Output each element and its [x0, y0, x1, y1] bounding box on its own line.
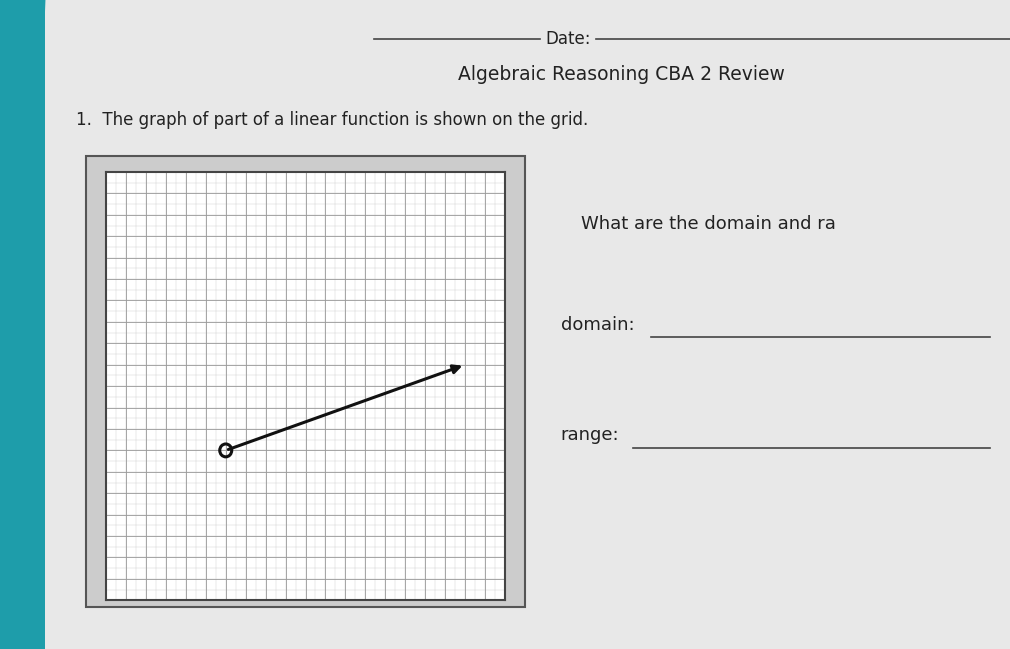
Text: Algebraic Reasoning CBA 2 Review: Algebraic Reasoning CBA 2 Review — [458, 65, 785, 84]
Text: What are the domain and ra: What are the domain and ra — [581, 215, 835, 233]
Text: domain:: domain: — [561, 315, 634, 334]
Polygon shape — [0, 0, 45, 649]
Bar — [86, 156, 525, 607]
Polygon shape — [0, 0, 45, 649]
Text: 1.  The graph of part of a linear function is shown on the grid.: 1. The graph of part of a linear functio… — [76, 111, 588, 129]
Text: range:: range: — [561, 426, 619, 444]
Text: Date:: Date: — [545, 30, 591, 48]
